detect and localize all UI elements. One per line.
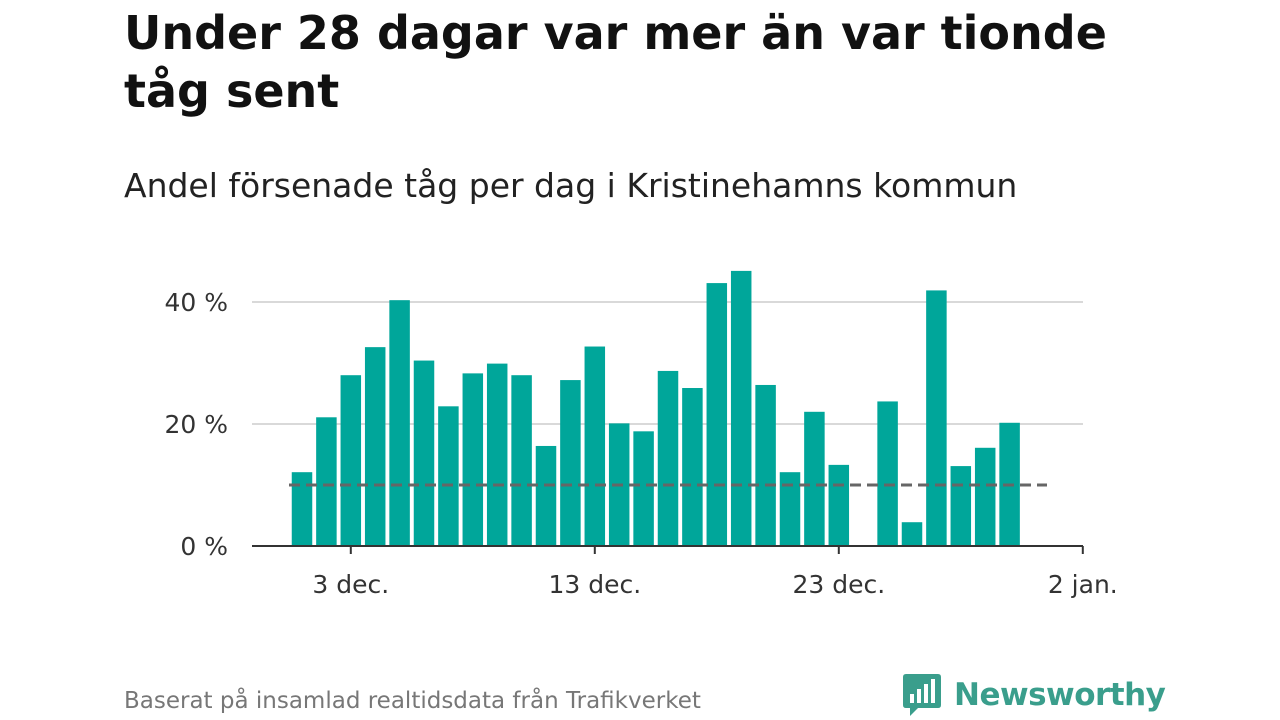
bar[interactable] bbox=[926, 290, 947, 546]
bar[interactable] bbox=[486, 363, 508, 546]
bar[interactable] bbox=[828, 464, 850, 546]
brand-name: Newsworthy bbox=[954, 677, 1166, 713]
bar[interactable] bbox=[364, 347, 386, 546]
bars bbox=[291, 270, 1020, 546]
bar[interactable] bbox=[389, 300, 410, 546]
bar[interactable] bbox=[462, 373, 484, 546]
bar[interactable] bbox=[316, 417, 337, 546]
x-tick-label: 13 dec. bbox=[548, 570, 641, 599]
bar[interactable] bbox=[682, 388, 703, 546]
y-axis-labels: 0 % 20 % 40 % bbox=[164, 288, 228, 561]
x-tick-label: 2 jan. bbox=[1048, 570, 1118, 599]
bar[interactable] bbox=[950, 466, 972, 546]
bar[interactable] bbox=[901, 522, 923, 546]
bar[interactable] bbox=[730, 270, 752, 546]
y-tick-label: 40 % bbox=[164, 288, 228, 317]
chart-title: Under 28 dagar var mer än var tionde tåg… bbox=[124, 6, 1107, 118]
bar[interactable] bbox=[511, 375, 532, 546]
chart-subtitle: Andel försenade tåg per dag i Kristineha… bbox=[124, 166, 1018, 205]
bar[interactable] bbox=[755, 384, 776, 546]
bar[interactable] bbox=[657, 370, 679, 546]
bar[interactable] bbox=[877, 401, 898, 546]
bar[interactable] bbox=[413, 360, 435, 546]
bar[interactable] bbox=[340, 375, 362, 546]
bar[interactable] bbox=[633, 431, 654, 546]
bar[interactable] bbox=[535, 445, 557, 546]
x-tick-label: 23 dec. bbox=[792, 570, 885, 599]
bar[interactable] bbox=[706, 283, 728, 546]
y-tick-label: 0 % bbox=[180, 532, 228, 561]
newsworthy-icon bbox=[903, 674, 941, 716]
bar[interactable] bbox=[804, 411, 825, 546]
source-note: Baserat på insamlad realtidsdata från Tr… bbox=[124, 688, 701, 714]
x-axis: 3 dec. 13 dec. 23 dec. 2 jan. bbox=[252, 545, 1118, 599]
y-tick-label: 20 % bbox=[164, 410, 228, 439]
x-tick-label: 3 dec. bbox=[312, 570, 389, 599]
bar[interactable] bbox=[779, 472, 801, 546]
brand-logo[interactable]: Newsworthy bbox=[902, 672, 1166, 718]
bar[interactable] bbox=[438, 406, 459, 546]
bar[interactable] bbox=[560, 380, 581, 546]
bar[interactable] bbox=[291, 472, 313, 546]
bar[interactable] bbox=[584, 346, 606, 546]
bar[interactable] bbox=[974, 447, 996, 546]
